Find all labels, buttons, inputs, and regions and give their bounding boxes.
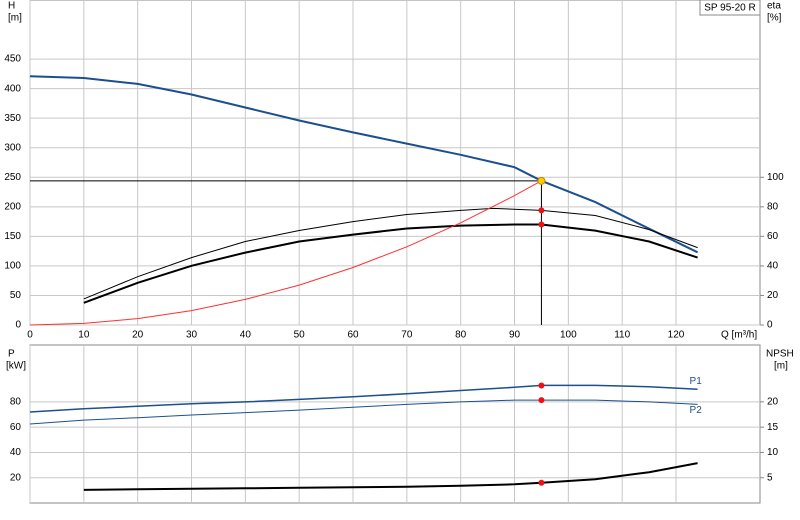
y2-label: eta <box>767 1 781 12</box>
x-tick-label: 50 <box>294 330 306 341</box>
y2-tick-label: 60 <box>767 231 779 242</box>
x-tick-label: 80 <box>455 330 467 341</box>
y-tick-label: 150 <box>4 231 21 242</box>
curve <box>29 384 698 413</box>
model-label: SP 95-20 R <box>704 3 756 14</box>
grid-layer <box>29 0 760 503</box>
y2-tick-label: 40 <box>767 261 779 272</box>
curve <box>83 207 698 300</box>
x-tick-label: 30 <box>186 330 198 341</box>
y-tick-label: 80 <box>10 397 22 408</box>
y-unit: [kW] <box>6 361 26 372</box>
y-tick-label: 350 <box>4 113 21 124</box>
model-box <box>699 0 761 16</box>
y2-tick-label: 20 <box>767 290 779 301</box>
y-tick-label: 250 <box>4 172 21 183</box>
y-tick-label: 50 <box>10 290 22 301</box>
y-tick-label: 200 <box>4 201 21 212</box>
y-label: H <box>8 1 15 12</box>
x-tick-label: 70 <box>401 330 413 341</box>
curve <box>29 180 542 326</box>
power-point <box>538 397 545 404</box>
curve <box>29 75 699 254</box>
eta-point <box>538 207 545 214</box>
curve <box>83 223 698 304</box>
plot-frame <box>29 344 761 504</box>
y2-tick-label: 20 <box>767 397 779 408</box>
y-tick-label: 40 <box>10 447 22 458</box>
x-tick-label: 0 <box>27 330 33 341</box>
npsh-point <box>538 479 545 486</box>
series-label: P1 <box>690 376 703 387</box>
y2-tick-label: 0 <box>767 320 773 331</box>
y2-tick-label: 100 <box>767 172 784 183</box>
x-tick-label: 10 <box>78 330 90 341</box>
y2-unit: [%] <box>767 13 782 24</box>
y-tick-label: 0 <box>15 320 21 331</box>
x-tick-label: 90 <box>509 330 521 341</box>
y-tick-label: 60 <box>10 422 22 433</box>
x-tick-label: 40 <box>240 330 252 341</box>
curve <box>29 399 698 425</box>
y2-tick-label: 80 <box>767 201 779 212</box>
x-tick-label: 60 <box>347 330 359 341</box>
x-tick-label: 20 <box>132 330 144 341</box>
x-tick-label: 110 <box>614 330 630 341</box>
y-tick-label: 400 <box>4 83 21 94</box>
eta-point <box>538 221 545 228</box>
y-tick-label: 20 <box>10 472 22 483</box>
x-tick-label: 100 <box>560 330 577 341</box>
power-point <box>538 382 545 389</box>
x-label: Q [m³/h] <box>721 330 757 341</box>
y2-unit: [m] <box>774 361 788 372</box>
y-tick-label: 300 <box>4 142 21 153</box>
y-tick-label: 450 <box>4 54 21 65</box>
curve <box>83 462 698 491</box>
y-unit: [m] <box>8 13 22 24</box>
y-tick-label: 100 <box>4 261 21 272</box>
y2-label: NPSH <box>766 349 794 360</box>
x-tick-label: 120 <box>668 330 685 341</box>
y-label: P <box>8 349 15 360</box>
y2-tick-label: 10 <box>767 447 779 458</box>
series-label: P2 <box>690 405 703 416</box>
y2-tick-label: 5 <box>767 472 773 483</box>
y2-tick-label: 15 <box>767 422 779 433</box>
duty-point <box>537 176 546 185</box>
